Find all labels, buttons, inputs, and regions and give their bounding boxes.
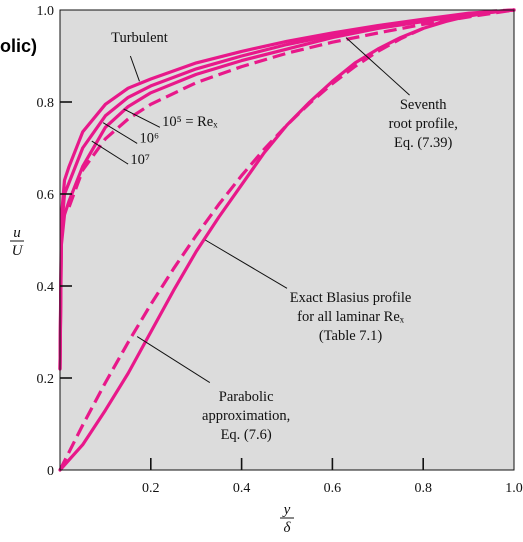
re6-leader-line: [102, 122, 138, 144]
y-tick-label-4: 0.6: [37, 188, 55, 203]
x-tick-label-2: 0.4: [233, 481, 251, 496]
y-tick-label-5: 0.8: [37, 96, 55, 111]
blasius-annotation-line-1: Exact Blasius profile: [290, 290, 412, 306]
parabolic-annotation-line-2: approximation,: [202, 408, 290, 424]
parabolic-leader-line: [136, 336, 211, 384]
seventh-annotation-line-2: root profile,: [389, 116, 458, 132]
x-axis: 0.2 0.4 0.6 0.8 1.0: [142, 458, 523, 496]
y-axis-label: uU: [10, 225, 24, 259]
parabolic-annotation-line-3: Eq. (7.6): [221, 427, 272, 443]
parabolic-annotation-line-1: Parabolic: [219, 389, 274, 405]
seventh-annotation-line-3: Eq. (7.39): [394, 135, 453, 151]
y-tick-label-1: 0: [47, 464, 54, 479]
plot-area: [60, 10, 514, 470]
y-label-denominator: U: [12, 243, 24, 259]
blasius-annotation-line-2: for all laminar Reₓ: [297, 309, 405, 325]
y-label-numerator: u: [13, 225, 21, 241]
blasius-annotation-line-3: (Table 7.1): [319, 328, 383, 344]
y-tick-label-3: 0.4: [37, 280, 55, 295]
curves-layer: [58, 8, 516, 472]
turbulent-annotation-line-1: Turbulent: [111, 30, 168, 46]
x-tick-label-5: 1.0: [505, 481, 523, 496]
re7-annotation-line-1: 10⁷: [130, 152, 150, 168]
x-tick-label-3: 0.6: [324, 481, 342, 496]
re5-leader-line: [123, 108, 161, 128]
x-label-numerator: y: [282, 502, 291, 518]
blasius-leader-line: [205, 239, 288, 289]
y-axis: 0 0.2 0.4 0.6 0.8 1.0: [37, 4, 72, 479]
seventh-root-curve-4: [67, 8, 515, 208]
re5-annotation-line-1: 10⁵ = Reₓ: [162, 114, 218, 130]
turbulent-leader-line: [129, 55, 140, 82]
seventh-leader-line: [345, 37, 410, 96]
y-tick-label-6: 1.0: [37, 4, 55, 19]
turbulent-curve-3: [58, 8, 516, 371]
re6-annotation-line-1: 10⁶: [139, 130, 159, 146]
x-tick-label-1: 0.2: [142, 481, 160, 496]
plot-frame: [59, 9, 515, 471]
x-axis-label: yδ: [280, 502, 294, 536]
parabolic-curve-6: [58, 8, 515, 471]
x-tick-label-4: 0.8: [414, 481, 432, 496]
cropped-header-text: olic): [0, 36, 38, 56]
seventh-annotation-line-1: Seventh: [400, 97, 447, 113]
re7-leader-line: [91, 140, 129, 165]
y-tick-label-2: 0.2: [37, 372, 55, 387]
x-label-denominator: δ: [284, 520, 292, 536]
leader-lines-layer: [91, 37, 410, 384]
